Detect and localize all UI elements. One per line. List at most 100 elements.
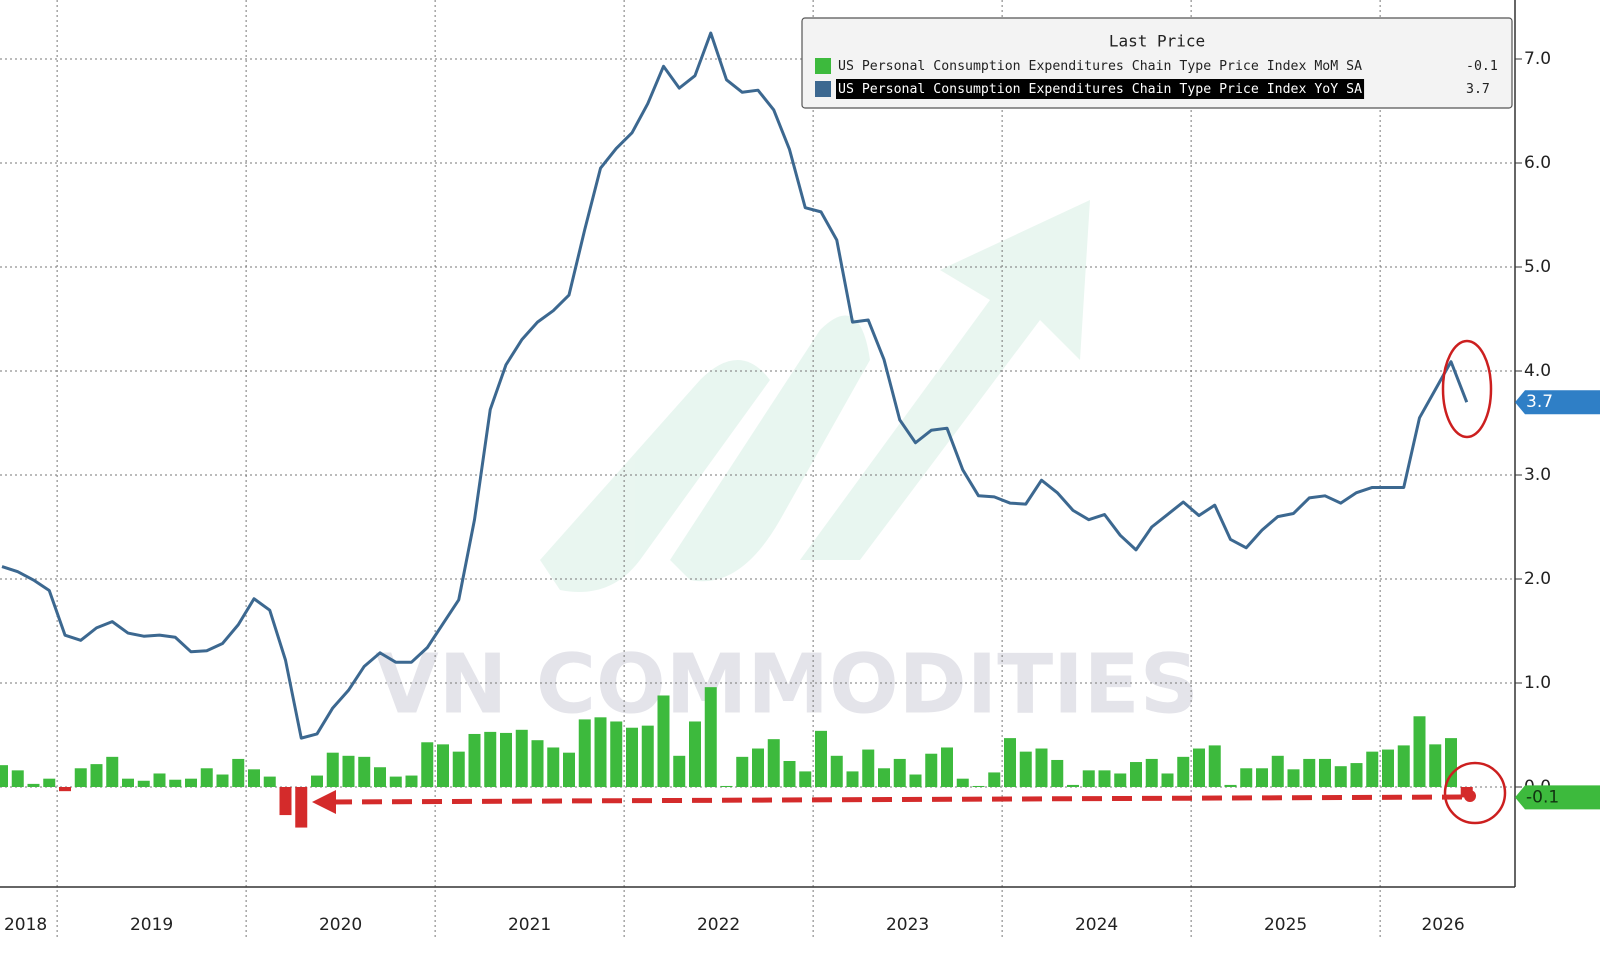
bar: [1051, 759, 1064, 787]
bar: [59, 787, 71, 792]
bar: [232, 758, 245, 787]
line: [1, 31, 1469, 740]
bar: [956, 778, 969, 787]
bar: [326, 752, 339, 787]
bar: [468, 733, 481, 787]
bar: [1319, 758, 1331, 787]
bar: [374, 767, 386, 787]
bar: [1397, 745, 1410, 787]
legend-label: US Personal Consumption Expenditures Cha…: [838, 59, 1362, 74]
bar: [153, 773, 166, 787]
x-tick-label: 2020: [319, 915, 362, 935]
bar: [1114, 773, 1127, 787]
legend-label: US Personal Consumption Expenditures Cha…: [838, 82, 1362, 97]
bar: [1429, 744, 1442, 787]
y-tick-label: 7.0: [1524, 49, 1551, 69]
bar: [783, 761, 796, 787]
bar: [799, 771, 812, 787]
bar: [342, 755, 355, 787]
bar: [1035, 748, 1048, 787]
x-tick-label: 2022: [697, 915, 740, 935]
bar: [1334, 766, 1347, 787]
legend-value: -0.1: [1466, 59, 1498, 74]
bar: [1098, 770, 1111, 787]
bar: [484, 731, 497, 787]
y-tick-label: 4.0: [1524, 361, 1551, 381]
bar: [27, 783, 40, 787]
bar: [0, 765, 8, 787]
bar: [1366, 751, 1379, 787]
last-value-flag: [1515, 785, 1600, 810]
y-tick-label: 3.0: [1524, 465, 1551, 485]
bar: [972, 785, 985, 787]
bar: [1256, 768, 1268, 787]
x-tick-label: 2024: [1075, 915, 1118, 935]
bar: [106, 756, 119, 787]
bar: [248, 769, 260, 787]
bar: [1193, 748, 1205, 787]
x-tick-label: 2021: [508, 915, 551, 935]
bar: [720, 785, 733, 787]
bar: [594, 717, 607, 787]
bar: [610, 721, 623, 787]
bar: [263, 776, 276, 787]
bar: [185, 778, 197, 787]
bar: [815, 730, 827, 787]
legend-marker: [815, 58, 831, 74]
bar: [657, 695, 670, 787]
bar: [1382, 749, 1394, 787]
bar: [578, 719, 591, 787]
bar: [1271, 755, 1284, 787]
bar: [200, 768, 213, 787]
bar: [752, 748, 764, 787]
bar: [1224, 784, 1237, 787]
bar: [11, 770, 24, 787]
last-value-label: -0.1: [1526, 787, 1559, 807]
legend-highlight: [836, 79, 1365, 99]
bar: [1082, 770, 1095, 787]
bar: [1145, 758, 1158, 787]
bar: [1161, 773, 1174, 787]
y-tick-label: 5.0: [1524, 257, 1551, 277]
bar: [137, 780, 150, 787]
x-tick-label: 2026: [1421, 915, 1464, 935]
bar: [689, 721, 701, 787]
bar: [1303, 758, 1316, 787]
bar: [216, 774, 229, 787]
bar: [563, 752, 575, 787]
y-tick-label: 1.0: [1524, 673, 1551, 693]
bar: [1177, 756, 1190, 787]
bar: [1208, 745, 1221, 787]
bar: [846, 771, 859, 787]
bar: [1445, 738, 1457, 787]
bar: [704, 687, 717, 787]
bar: [641, 725, 654, 787]
last-value-label: 3.7: [1526, 392, 1553, 412]
x-tick-label: 2025: [1264, 915, 1307, 935]
bar: [531, 740, 544, 787]
bar: [437, 744, 449, 787]
bar: [515, 729, 528, 787]
last-value-flag: [1515, 390, 1600, 415]
bar: [1019, 751, 1032, 787]
bar: [74, 768, 87, 787]
bar: [405, 775, 418, 787]
watermark: VN COMMODITIES: [375, 637, 1199, 732]
bar: [1240, 768, 1253, 787]
bar: [1287, 769, 1300, 787]
bar: [1130, 762, 1142, 787]
bar: [1350, 763, 1363, 787]
bar: [421, 742, 434, 787]
bar: [43, 778, 56, 787]
bar: [830, 755, 843, 787]
bar: [909, 774, 922, 787]
bar: [169, 779, 182, 787]
bar: [311, 775, 323, 787]
bar: [122, 778, 134, 787]
bar: [547, 747, 560, 787]
bar: [1004, 738, 1016, 787]
bar: [988, 772, 1001, 787]
bar: [878, 768, 890, 787]
bar: [626, 727, 638, 787]
